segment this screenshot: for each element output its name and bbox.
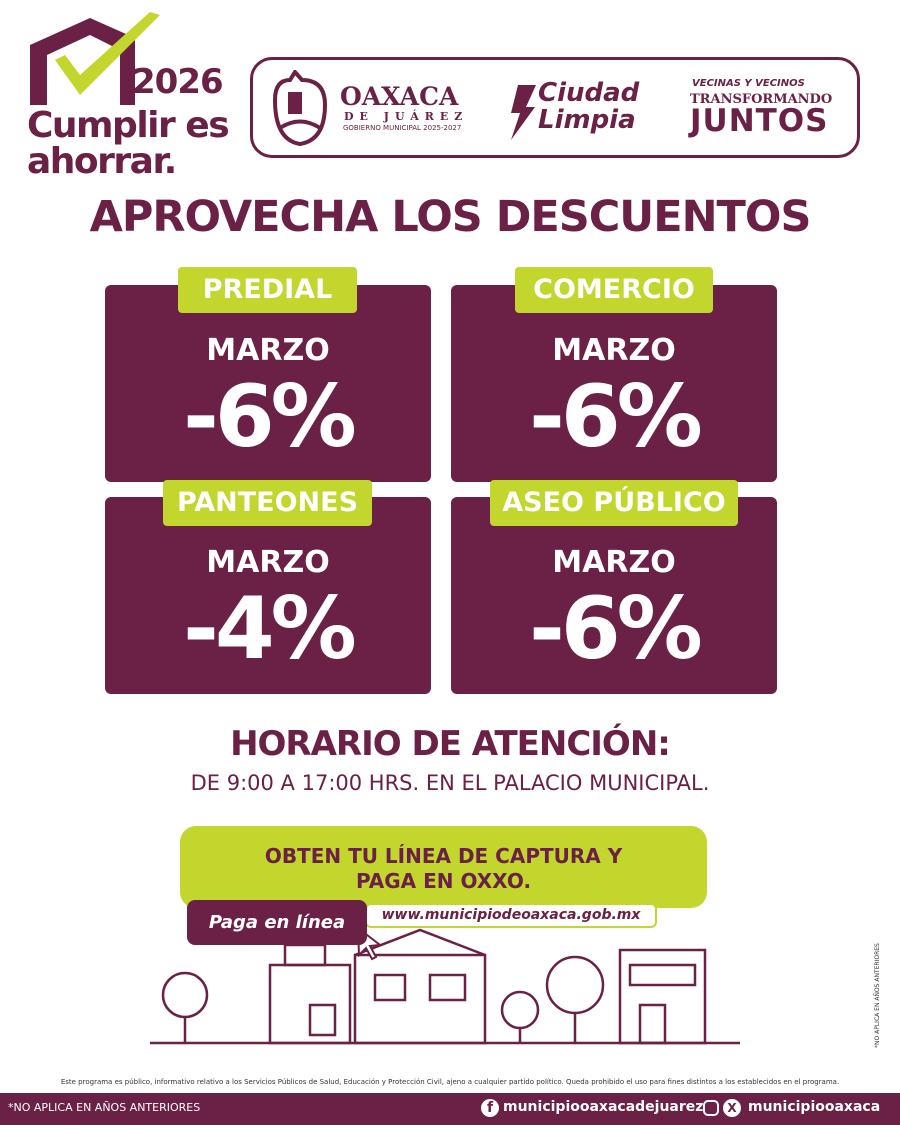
pay-online-button[interactable]: Paga en línea [187, 900, 367, 945]
tag-comercio: COMERCIO [515, 267, 713, 313]
discount-month: MARZO [552, 545, 676, 580]
website-link[interactable]: www.municipiodeoaxaca.gob.mx [365, 903, 657, 928]
partner-logos-box [250, 57, 860, 158]
discount-percent: -4% [183, 579, 357, 679]
facebook-icon: f [481, 1099, 499, 1117]
house-check-logo [30, 12, 160, 105]
slogan-line-2: ahorrar. [27, 141, 177, 182]
discount-card-comercio: MARZO -6% [451, 285, 777, 482]
year-label: 2026 [132, 62, 224, 102]
disclaimer: Este programa es público, informativo re… [60, 1078, 840, 1086]
oaxaca-logo-gov: GOBIERNO MUNICIPAL 2025-2027 [343, 124, 462, 132]
instagram-icon [703, 1100, 719, 1116]
schedule-title: HORARIO DE ATENCIÓN: [230, 724, 671, 764]
juntos-line1: VECINAS Y VECINOS [692, 78, 805, 89]
slogan: Cumplir es ahorrar. [27, 105, 230, 182]
discount-card-aseo: MARZO -6% [451, 497, 777, 694]
lightning-icon [511, 85, 536, 140]
oxxo-cta-box: OBTEN TU LÍNEA DE CAPTURA Y PAGA EN OXXO. [180, 826, 707, 908]
ciudad-limpia-line1: Ciudad [538, 78, 640, 108]
tag-panteones: PANTEONES [163, 480, 372, 526]
cta-line2: PAGA EN OXXO. [355, 869, 532, 893]
x-icon: X [723, 1099, 741, 1117]
social-handle[interactable]: municipiooaxaca [748, 1099, 881, 1115]
discount-percent: -6% [529, 579, 703, 679]
discount-month: MARZO [552, 333, 676, 368]
discount-month: MARZO [206, 545, 330, 580]
discount-percent: -6% [183, 367, 357, 467]
ciudad-limpia-logo: Ciudad Limpia [538, 80, 639, 134]
juntos-line3: JUNTOS [690, 103, 829, 139]
discount-card-predial: MARZO -6% [105, 285, 431, 482]
tag-predial: PREDIAL [178, 267, 357, 313]
houses-illustration [150, 928, 740, 1045]
discount-card-panteones: MARZO -4% [105, 497, 431, 694]
oaxaca-logo-text: OAXACA [340, 82, 459, 111]
discount-percent: -6% [529, 367, 703, 467]
oaxaca-coat-of-arms-icon [272, 70, 328, 146]
slogan-line-1: Cumplir es [27, 105, 230, 146]
facebook-handle[interactable]: municipiooaxacadejuarez [503, 1099, 704, 1115]
cta-line1: OBTEN TU LÍNEA DE CAPTURA Y [264, 844, 623, 868]
side-note: *NO APLICA EN AÑOS ANTERIORES [874, 943, 881, 1048]
discount-month: MARZO [206, 333, 330, 368]
footer-bar: *NO APLICA EN AÑOS ANTERIORES f municipi… [0, 1093, 900, 1125]
ciudad-limpia-line2: Limpia [538, 105, 636, 135]
schedule-text: DE 9:00 A 17:00 HRS. EN EL PALACIO MUNIC… [190, 771, 710, 795]
page-title: APROVECHA LOS DESCUENTOS [89, 192, 812, 242]
footer-note: *NO APLICA EN AÑOS ANTERIORES [8, 1101, 201, 1114]
oaxaca-logo-sub: DE JUÁREZ [344, 110, 469, 123]
juntos-line2: TRANSFORMANDO [690, 92, 833, 107]
tag-aseo-publico: ASEO PÚBLICO [490, 480, 738, 526]
